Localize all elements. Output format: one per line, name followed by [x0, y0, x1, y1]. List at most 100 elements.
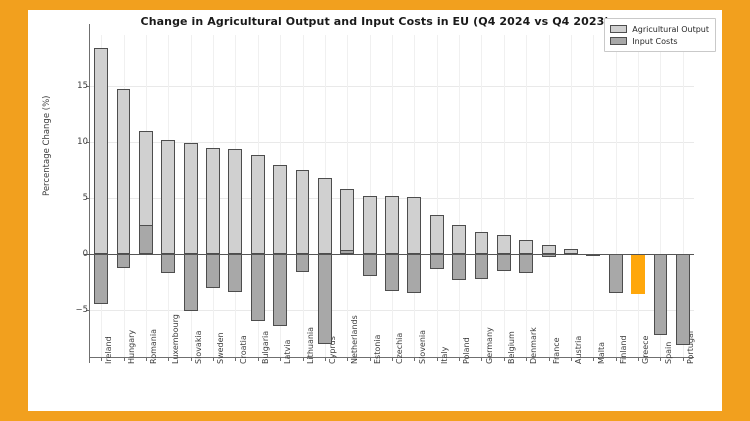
x-tick-mark	[324, 357, 326, 361]
x-tick-mark	[257, 357, 259, 361]
y-axis-line	[89, 24, 90, 363]
bar-input-portugal[interactable]	[675, 254, 690, 345]
bar-input-slovakia[interactable]	[183, 254, 198, 312]
bar-output-bulgaria[interactable]	[250, 154, 265, 255]
bar-input-lithuania[interactable]	[295, 254, 310, 272]
bar-output-croatia[interactable]	[228, 149, 243, 255]
bar-input-slovenia[interactable]	[407, 254, 422, 294]
bar-output-italy[interactable]	[429, 215, 444, 255]
x-tick-label-slovakia: Slovakia	[193, 330, 203, 364]
legend-label: Input Costs	[632, 36, 678, 46]
bar-input-hungary[interactable]	[116, 254, 131, 268]
bar-output-czechia[interactable]	[385, 196, 399, 255]
bar-input-belgium[interactable]	[496, 254, 511, 271]
x-tick-mark	[459, 357, 461, 361]
bar-output-germany[interactable]	[474, 231, 489, 255]
bar-output-cyprus[interactable]	[317, 178, 332, 255]
y-tick-label: 0	[48, 249, 88, 259]
x-tick-label-luxembourg: Luxembourg	[171, 314, 181, 364]
bar-output-denmark[interactable]	[519, 239, 534, 255]
x-tick-mark	[190, 357, 192, 361]
bar-input-luxembourg[interactable]	[161, 254, 176, 274]
bar-chart: Change in Agricultural Output and Input …	[28, 10, 722, 411]
x-tick-mark	[347, 357, 349, 361]
x-tick-label-czechia: Czechia	[395, 332, 405, 364]
bar-output-slovakia[interactable]	[183, 143, 198, 255]
x-tick-label-malta: Malta	[596, 341, 606, 364]
bar-output-estonia[interactable]	[362, 196, 377, 255]
bar-input-spain[interactable]	[653, 254, 668, 335]
x-tick-mark	[101, 357, 103, 361]
bar-output-lithuania[interactable]	[295, 170, 310, 255]
x-tick-label-lithuania: Lithuania	[305, 326, 315, 364]
bar-output-latvia[interactable]	[273, 164, 288, 255]
bar-input-croatia[interactable]	[228, 254, 243, 293]
legend-swatch-icon	[610, 25, 628, 33]
x-tick-label-netherlands: Netherlands	[350, 315, 360, 364]
bar-input-poland[interactable]	[452, 254, 467, 280]
x-tick-mark	[213, 357, 215, 361]
x-tick-label-belgium: Belgium	[507, 331, 517, 364]
bar-input-italy[interactable]	[429, 254, 444, 269]
bar-input-bulgaria[interactable]	[250, 254, 265, 322]
x-gridline	[615, 35, 617, 357]
bar-output-netherlands[interactable]	[340, 189, 355, 255]
x-gridline	[503, 35, 505, 357]
x-gridline	[682, 35, 684, 357]
legend-item[interactable]: Input Costs	[610, 35, 709, 47]
plot-area: −5051015IrelandHungaryRomaniaLuxembourgS…	[75, 24, 695, 364]
x-tick-label-spain: Spain	[663, 341, 673, 364]
x-gridline	[548, 35, 550, 357]
y-axis-title: Percentage Change (%)	[42, 95, 52, 196]
bar-input-latvia[interactable]	[273, 254, 288, 326]
bar-output-hungary[interactable]	[116, 88, 131, 255]
bar-input-netherlands[interactable]	[340, 249, 355, 255]
chart-title: Change in Agricultural Output and Input …	[140, 15, 610, 28]
x-tick-mark	[570, 357, 572, 361]
bar-output-austria[interactable]	[564, 248, 578, 255]
x-tick-mark	[548, 357, 550, 361]
bar-output-ireland[interactable]	[94, 48, 109, 255]
bar-input-romania[interactable]	[138, 225, 153, 255]
x-tick-mark	[123, 357, 125, 361]
x-tick-label-finland: Finland	[618, 335, 628, 364]
bar-input-cyprus[interactable]	[317, 254, 332, 344]
x-tick-label-ireland: Ireland	[104, 336, 114, 364]
bar-output-luxembourg[interactable]	[161, 140, 176, 255]
bar-input-denmark[interactable]	[519, 254, 534, 274]
x-gridline	[481, 35, 483, 357]
x-tick-mark	[280, 357, 282, 361]
x-tick-mark	[638, 357, 640, 361]
x-gridline	[593, 35, 595, 357]
bar-input-czechia[interactable]	[385, 254, 399, 292]
x-tick-mark	[660, 357, 662, 361]
legend-item[interactable]: Agricultural Output	[610, 23, 709, 35]
bar-output-sweden[interactable]	[206, 147, 220, 255]
x-tick-label-latvia: Latvia	[283, 339, 293, 364]
y-tick-mark	[86, 198, 90, 200]
legend-swatch-icon	[610, 37, 628, 45]
x-gridline	[570, 35, 572, 357]
x-tick-label-hungary: Hungary	[126, 329, 136, 364]
chart-legend: Agricultural Output Input Costs	[604, 18, 716, 52]
x-tick-mark	[168, 357, 170, 361]
x-tick-mark	[414, 357, 416, 361]
bar-input-germany[interactable]	[474, 254, 489, 279]
bar-output-poland[interactable]	[452, 225, 467, 255]
x-tick-label-romania: Romania	[149, 329, 159, 364]
bar-input-ireland[interactable]	[94, 254, 109, 305]
bar-input-finland[interactable]	[608, 254, 623, 294]
y-tick-label: 10	[77, 137, 88, 148]
bar-input-estonia[interactable]	[362, 254, 377, 277]
x-tick-mark	[235, 357, 237, 361]
x-tick-mark	[615, 357, 617, 361]
x-tick-label-croatia: Croatia	[238, 335, 248, 364]
bar-output-slovenia[interactable]	[407, 197, 422, 255]
x-tick-mark	[682, 357, 684, 361]
x-tick-label-greece: Greece	[641, 335, 651, 364]
bar-input-sweden[interactable]	[206, 254, 220, 288]
y-tick-mark	[86, 86, 90, 88]
bar-output-france[interactable]	[541, 245, 556, 255]
bar-output-belgium[interactable]	[496, 235, 511, 255]
bar-output-greece[interactable]	[631, 254, 645, 295]
